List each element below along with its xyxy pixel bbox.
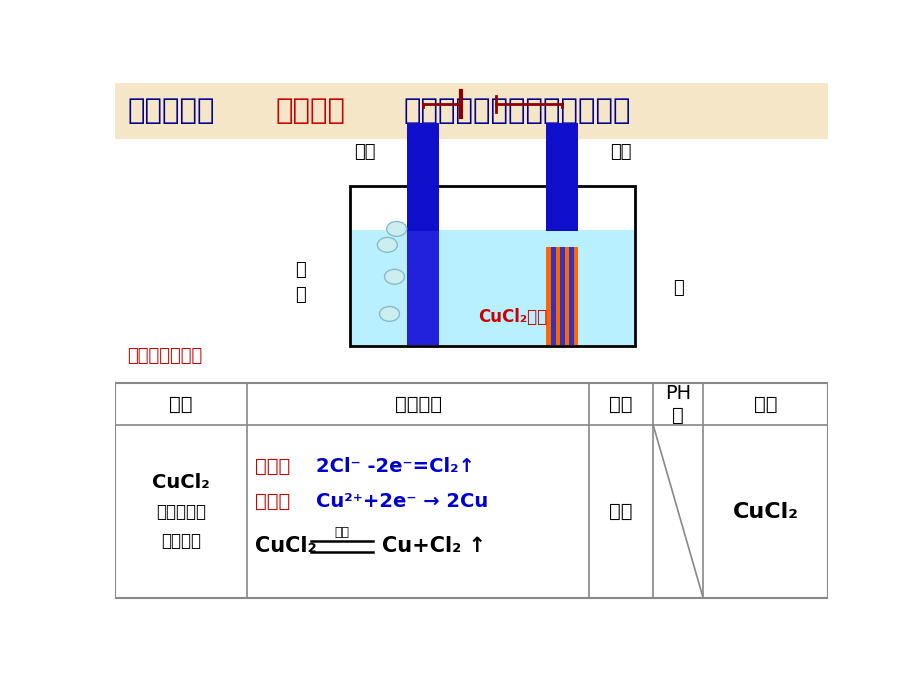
Text: 减小: 减小 bbox=[608, 502, 632, 522]
Circle shape bbox=[384, 269, 404, 284]
Bar bbox=[351, 230, 633, 345]
Text: 铜: 铜 bbox=[672, 279, 683, 297]
Text: Cu²⁺+2e⁻ → 2Cu: Cu²⁺+2e⁻ → 2Cu bbox=[316, 492, 488, 511]
Bar bbox=[407, 123, 439, 231]
Bar bbox=[550, 247, 555, 345]
Text: 氯
气: 氯 气 bbox=[295, 262, 305, 304]
Circle shape bbox=[380, 306, 399, 322]
Text: 电极反应: 电极反应 bbox=[394, 395, 441, 414]
Text: 通电: 通电 bbox=[335, 526, 349, 538]
Bar bbox=[407, 231, 439, 345]
Text: 阳极：: 阳极： bbox=[255, 457, 290, 476]
Bar bbox=[115, 383, 827, 598]
Text: 复原: 复原 bbox=[753, 395, 777, 414]
Text: 惰性电极: 惰性电极 bbox=[275, 97, 345, 126]
Bar bbox=[115, 83, 827, 139]
Text: 电解规律（: 电解规律（ bbox=[127, 97, 214, 126]
Bar bbox=[546, 247, 550, 345]
Text: Cu+Cl₂ ↑: Cu+Cl₂ ↑ bbox=[381, 536, 485, 556]
Text: CuCl₂: CuCl₂ bbox=[732, 502, 798, 522]
Text: 电解电解质型：: 电解电解质型： bbox=[127, 348, 202, 366]
Text: 阳极: 阳极 bbox=[354, 143, 375, 161]
Circle shape bbox=[386, 221, 406, 237]
Text: 浓度: 浓度 bbox=[608, 395, 632, 414]
Bar bbox=[573, 247, 578, 345]
Text: 实例: 实例 bbox=[169, 395, 192, 414]
Bar bbox=[564, 247, 569, 345]
Text: 阴极: 阴极 bbox=[610, 143, 631, 161]
Text: PH
值: PH 值 bbox=[664, 384, 690, 425]
Bar bbox=[569, 247, 573, 345]
Text: 不活泼金属: 不活泼金属 bbox=[156, 503, 206, 521]
Bar bbox=[560, 247, 564, 345]
Text: 2Cl⁻ -2e⁻=Cl₂↑: 2Cl⁻ -2e⁻=Cl₂↑ bbox=[316, 457, 474, 476]
Circle shape bbox=[377, 237, 397, 253]
Text: 阴极：: 阴极： bbox=[255, 492, 290, 511]
Bar bbox=[555, 247, 560, 345]
Bar bbox=[350, 186, 635, 346]
Text: CuCl₂: CuCl₂ bbox=[152, 473, 210, 492]
Text: CuCl₂: CuCl₂ bbox=[255, 536, 317, 556]
Text: 无氧酸盐: 无氧酸盐 bbox=[161, 532, 200, 550]
Bar bbox=[546, 123, 578, 231]
Text: CuCl₂溶液: CuCl₂溶液 bbox=[478, 308, 547, 326]
Text: 电解电解质溶液的一般规律）: 电解电解质溶液的一般规律） bbox=[403, 97, 630, 126]
